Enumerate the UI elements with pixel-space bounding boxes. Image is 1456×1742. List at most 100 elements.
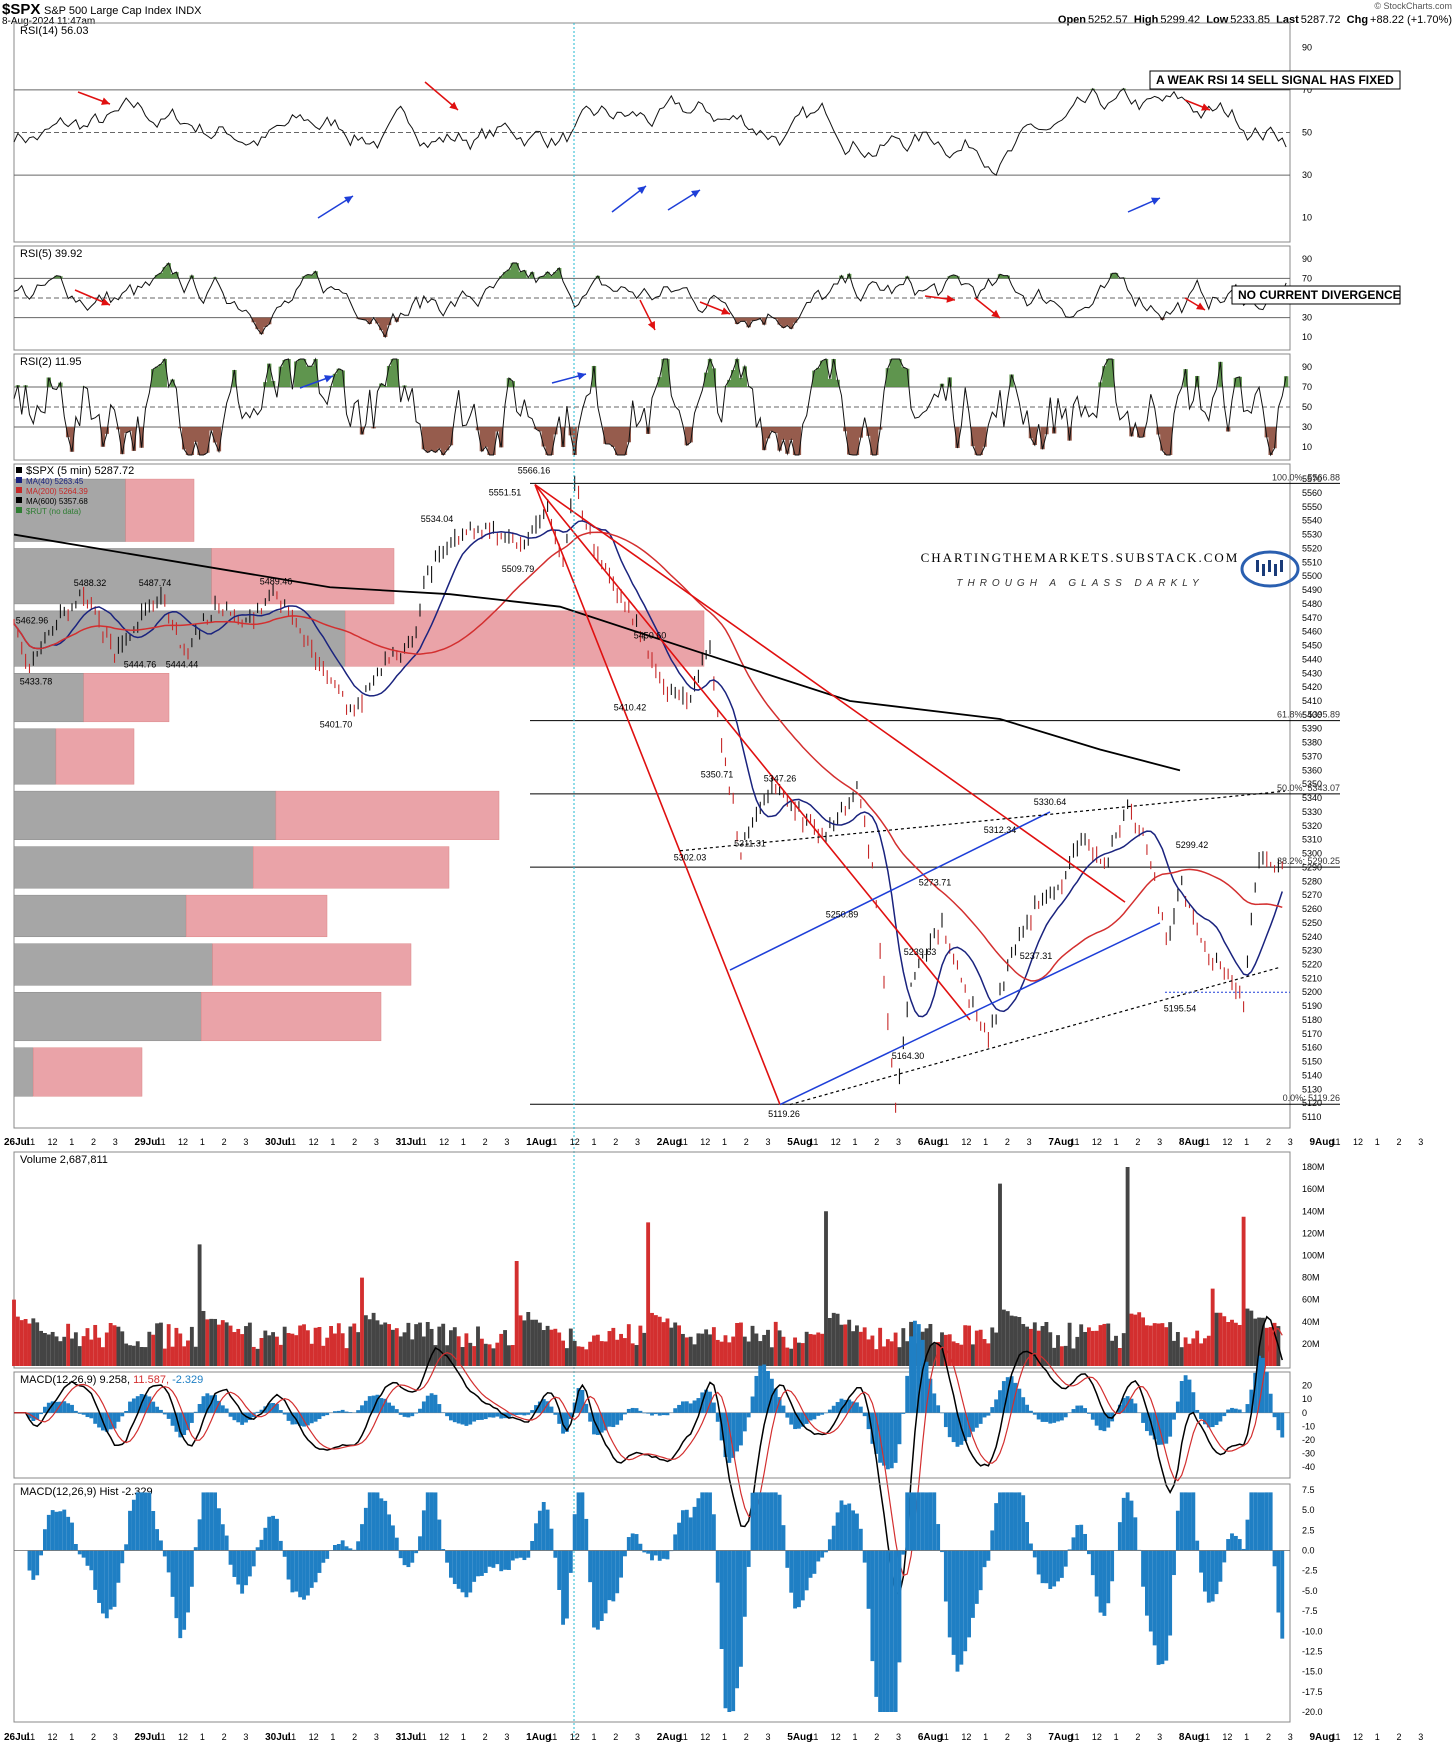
price-annotation: 5330.64 [1034, 797, 1067, 807]
price-tick: 5110 [1302, 1112, 1321, 1122]
bottom-x-axis-label: 1 [591, 1732, 596, 1742]
bottom-x-axis-label: 1 [1375, 1732, 1380, 1742]
price-x-axis-label: 8Aug [1179, 1137, 1204, 1148]
price-x-axis-label: 11 [548, 1137, 557, 1147]
price-tick: 5330 [1302, 807, 1322, 817]
bottom-x-axis-label: 31Jul [396, 1732, 422, 1742]
price-tick: 5410 [1302, 696, 1322, 706]
hist-tick: 7.5 [1302, 1485, 1315, 1495]
price-x-axis-label: 3 [1288, 1137, 1293, 1147]
price-tick: 5480 [1302, 599, 1322, 609]
macd-tick: -30 [1302, 1449, 1315, 1459]
price-x-axis-label: 2 [1266, 1137, 1271, 1147]
bottom-x-axis-label: 1 [1244, 1732, 1249, 1742]
price-x-axis-label: 11 [156, 1137, 165, 1147]
bottom-x-axis-label: 2 [874, 1732, 879, 1742]
bottom-x-axis-label: 3 [1288, 1732, 1293, 1742]
dotted-trendline [789, 966, 1281, 1106]
logo-icon-bar [1256, 560, 1259, 572]
price-tick: 5400 [1302, 710, 1322, 720]
price-tick: 5180 [1302, 1015, 1322, 1025]
price-tick: 5510 [1302, 557, 1322, 567]
price-tick: 5340 [1302, 793, 1322, 803]
bottom-x-axis-label: 12 [700, 1732, 710, 1742]
bottom-x-axis-label: 11 [417, 1732, 426, 1742]
rsi14-buy-arrow-head [691, 190, 700, 198]
volume-by-price-bar [212, 943, 412, 986]
price-annotation: 5488.32 [74, 578, 107, 588]
price-tick: 5190 [1302, 1001, 1322, 1011]
bottom-x-axis-label: 11 [678, 1732, 687, 1742]
bottom-x-axis-label: 30Jul [265, 1732, 291, 1742]
price-x-axis-label: 3 [243, 1137, 248, 1147]
price-x-axis-label: 12 [700, 1137, 710, 1147]
hist-tick: -20.0 [1302, 1707, 1323, 1717]
volume-by-price-bar [55, 728, 135, 785]
bottom-x-axis-label: 5Aug [787, 1732, 812, 1742]
price-x-axis-label: 9Aug [1309, 1137, 1334, 1148]
bottom-x-axis-label: 12 [309, 1732, 319, 1742]
bottom-x-axis-label: 3 [896, 1732, 901, 1742]
price-tick: 5360 [1302, 765, 1322, 775]
price-x-axis-label: 3 [1027, 1137, 1032, 1147]
bottom-x-axis-label: 7Aug [1048, 1732, 1073, 1742]
legend-entry: $SPX (5 min) 5287.72 [26, 465, 134, 477]
rsi5-sell-arrow-head [1196, 302, 1205, 310]
brand-label: © StockCharts.com [1374, 1, 1452, 11]
rsi14-tick: 30 [1302, 170, 1312, 180]
price-tick: 5550 [1302, 502, 1322, 512]
price-tick: 5160 [1302, 1043, 1322, 1053]
volume-by-price-bar [253, 846, 450, 889]
price-tick: 5270 [1302, 890, 1322, 900]
rsi5-sell-arrow-head [647, 321, 655, 330]
rsi5-tick: 10 [1302, 332, 1312, 342]
price-x-axis-label: 12 [1353, 1137, 1363, 1147]
price-x-axis-label: 11 [1070, 1137, 1079, 1147]
price-x-axis-label: 12 [1092, 1137, 1102, 1147]
macd-label-part: MACD(12,26,9) [20, 1374, 99, 1386]
price-x-axis-label: 2 [1396, 1137, 1401, 1147]
price-x-axis-label: 11 [26, 1137, 35, 1147]
bottom-x-axis-label: 1 [983, 1732, 988, 1742]
price-annotation: 5312.34 [984, 825, 1017, 835]
up-channel-line [729, 811, 1051, 971]
price-x-axis-label: 2Aug [657, 1137, 682, 1148]
macd-tick: -40 [1302, 1462, 1315, 1472]
hist-label: MACD(12,26,9) Hist -2.329 [20, 1486, 153, 1498]
legend-entry: MA(600) 5357.68 [26, 497, 88, 506]
legend-swatch [16, 497, 22, 503]
price-x-axis-label: 2 [91, 1137, 96, 1147]
bottom-x-axis-label: 1 [200, 1732, 205, 1742]
price-x-axis-label: 3 [113, 1137, 118, 1147]
volume-by-price-bar [13, 610, 346, 667]
bottom-x-axis-label: 6Aug [918, 1732, 943, 1742]
price-x-axis-label: 1 [200, 1137, 205, 1147]
price-x-axis-label: 12 [961, 1137, 971, 1147]
volume-tick: 100M [1302, 1250, 1325, 1260]
price-annotation: 5299.42 [1176, 840, 1209, 850]
volume-tick: 140M [1302, 1206, 1325, 1216]
price-x-axis-label: 11 [287, 1137, 296, 1147]
price-annotation: 5566.16 [518, 466, 551, 476]
price-x-axis-label: 2 [222, 1137, 227, 1147]
fib-level-label: 61.8%: 5395.89 [1277, 710, 1340, 720]
macd-tick: 10 [1302, 1394, 1312, 1404]
logo-icon-bar [1262, 564, 1265, 576]
macd-tick: 20 [1302, 1381, 1312, 1391]
bottom-x-axis-label: 12 [961, 1732, 971, 1742]
ma600-line [13, 533, 1181, 772]
rsi2-tick: 90 [1302, 362, 1312, 372]
bottom-x-axis-label: 11 [26, 1732, 35, 1742]
rsi2-tick: 10 [1302, 442, 1312, 452]
bottom-x-axis-label: 2 [1135, 1732, 1140, 1742]
price-x-axis-label: 3 [635, 1137, 640, 1147]
price-x-axis-label: 3 [504, 1137, 509, 1147]
price-tick: 5170 [1302, 1029, 1322, 1039]
rsi14-sell-arrow-head [101, 97, 110, 105]
price-tick: 5120 [1302, 1098, 1322, 1108]
fib-level-label: 38.2%: 5290.25 [1277, 856, 1340, 866]
logo-icon [1240, 550, 1300, 588]
macd-label-part: -2.329 [172, 1374, 203, 1386]
logo-icon-bar [1280, 560, 1283, 572]
price-annotation: 5534.04 [421, 514, 454, 524]
